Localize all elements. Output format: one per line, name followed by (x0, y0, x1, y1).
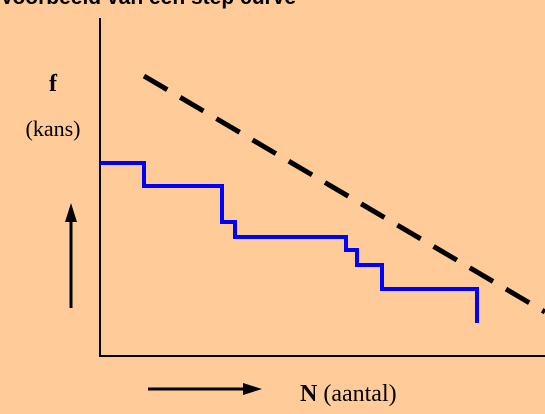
x-axis-label: N (aantal) (300, 381, 397, 408)
arrow-up-icon (65, 203, 77, 308)
slide-title: Voorbeeld van een step curve (0, 0, 296, 10)
x-axis-symbol: N (300, 381, 318, 407)
arrow-right-icon (148, 383, 262, 395)
dashed-line (142, 73, 545, 315)
x-axis-meaning: (aantal) (317, 381, 397, 407)
y-axis-meaning: (kans) (25, 116, 81, 141)
y-axis-symbol: f (49, 71, 57, 97)
step-curve (100, 161, 479, 323)
